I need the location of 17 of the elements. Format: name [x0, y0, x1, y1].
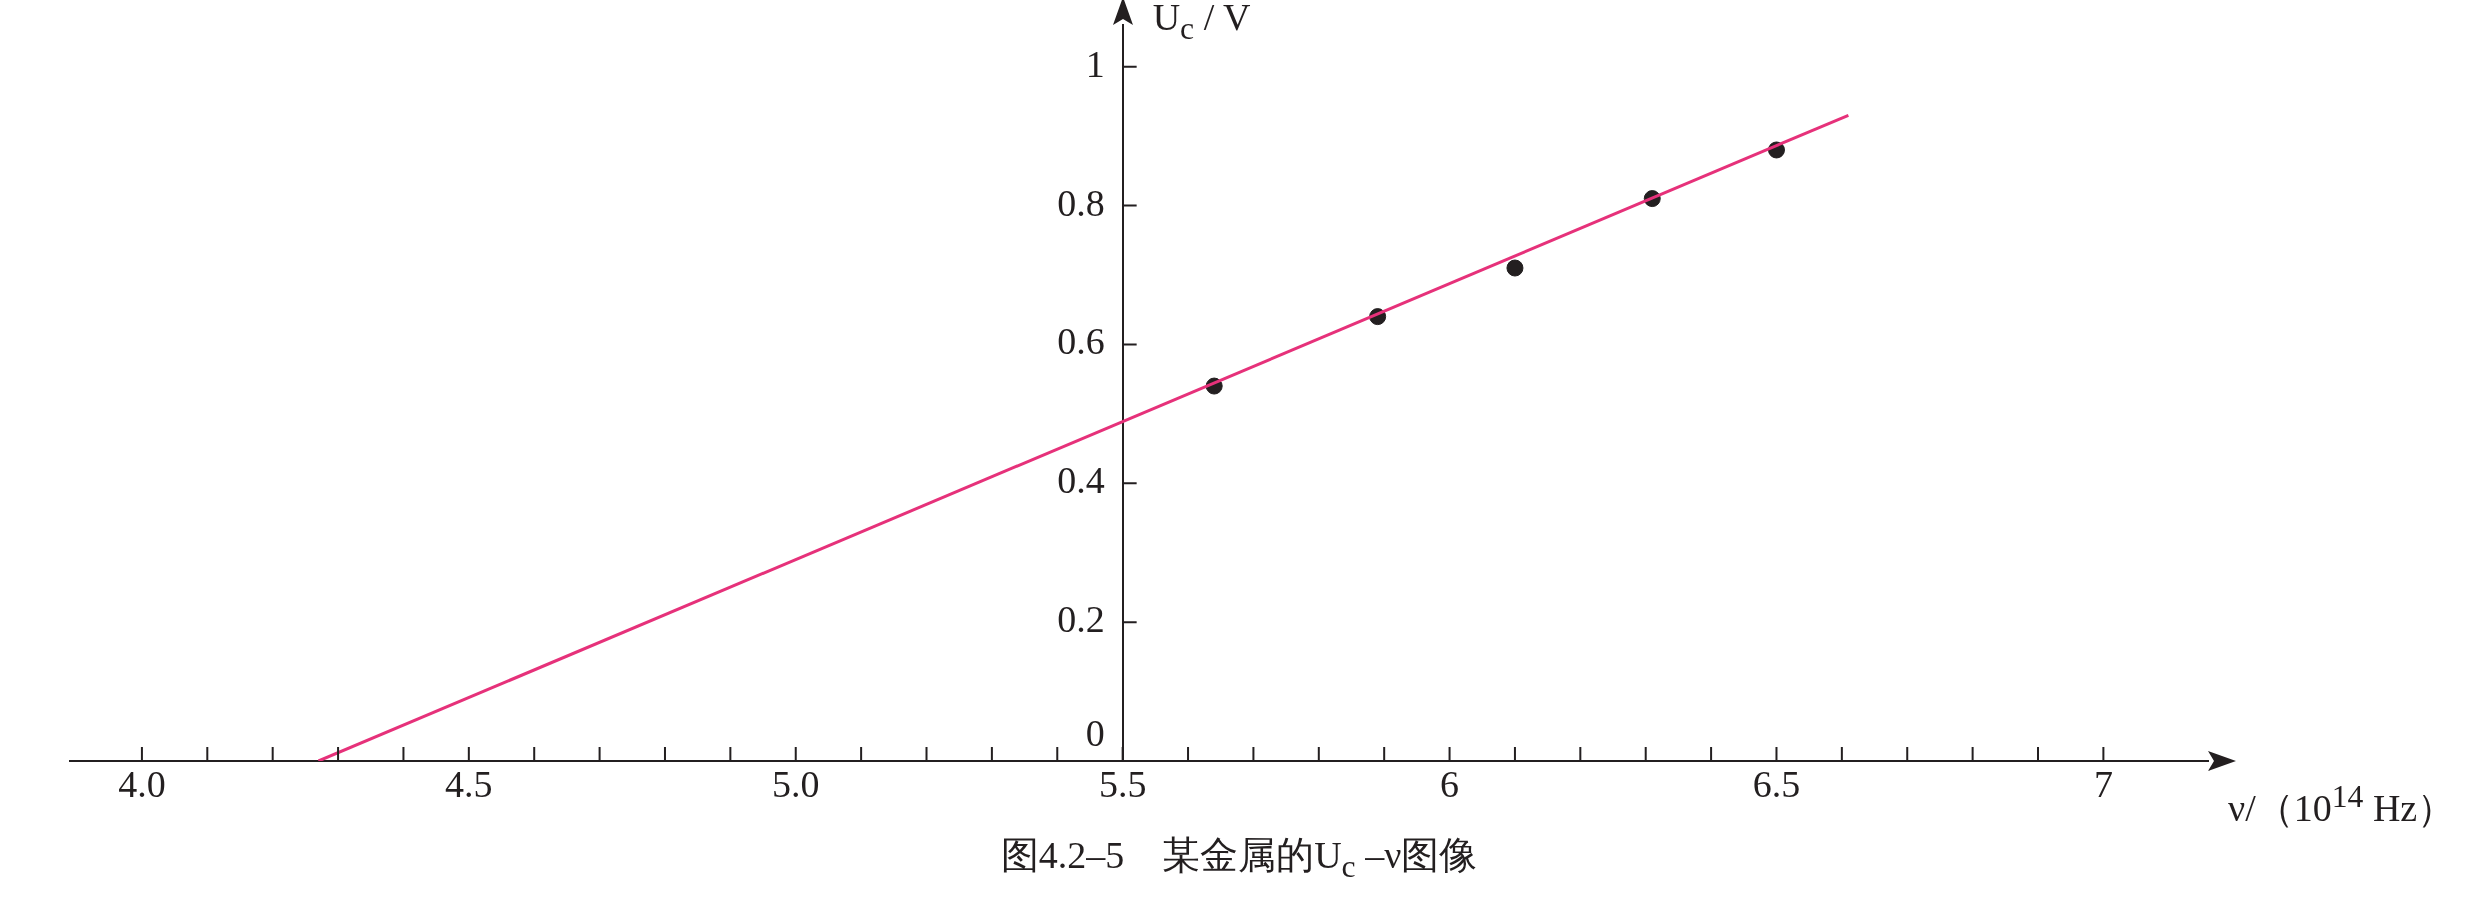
x-tick-label: 4.5 [445, 762, 493, 805]
x-tick-label: 4.0 [118, 762, 166, 805]
y-tick-label: 1 [1085, 42, 1105, 85]
y-axis-title: U$_{c}$ / V [1152, 0, 1251, 47]
y-tick-label: 0 [1085, 711, 1105, 754]
point [1506, 259, 1524, 277]
x-tick-label: 6 [1440, 762, 1460, 805]
x-tick-label: 6.5 [1752, 762, 1801, 805]
text: 图4.2–5 某金属的U$_{c}$ –ν图像 [999, 833, 1479, 885]
x-tick-label: 5.5 [1098, 762, 1147, 805]
y-tick-label: 0.6 [1057, 320, 1105, 363]
y-tick-label: 0.2 [1057, 598, 1105, 641]
x-axis-title: ν/（10$^{14}$ Hz） [2228, 779, 2456, 831]
y-tick-label: 0.4 [1057, 459, 1105, 502]
x-tick-label: 7 [2093, 762, 2113, 805]
x-tick-label: 5.0 [771, 762, 820, 805]
y-tick-label: 0.8 [1057, 181, 1105, 224]
